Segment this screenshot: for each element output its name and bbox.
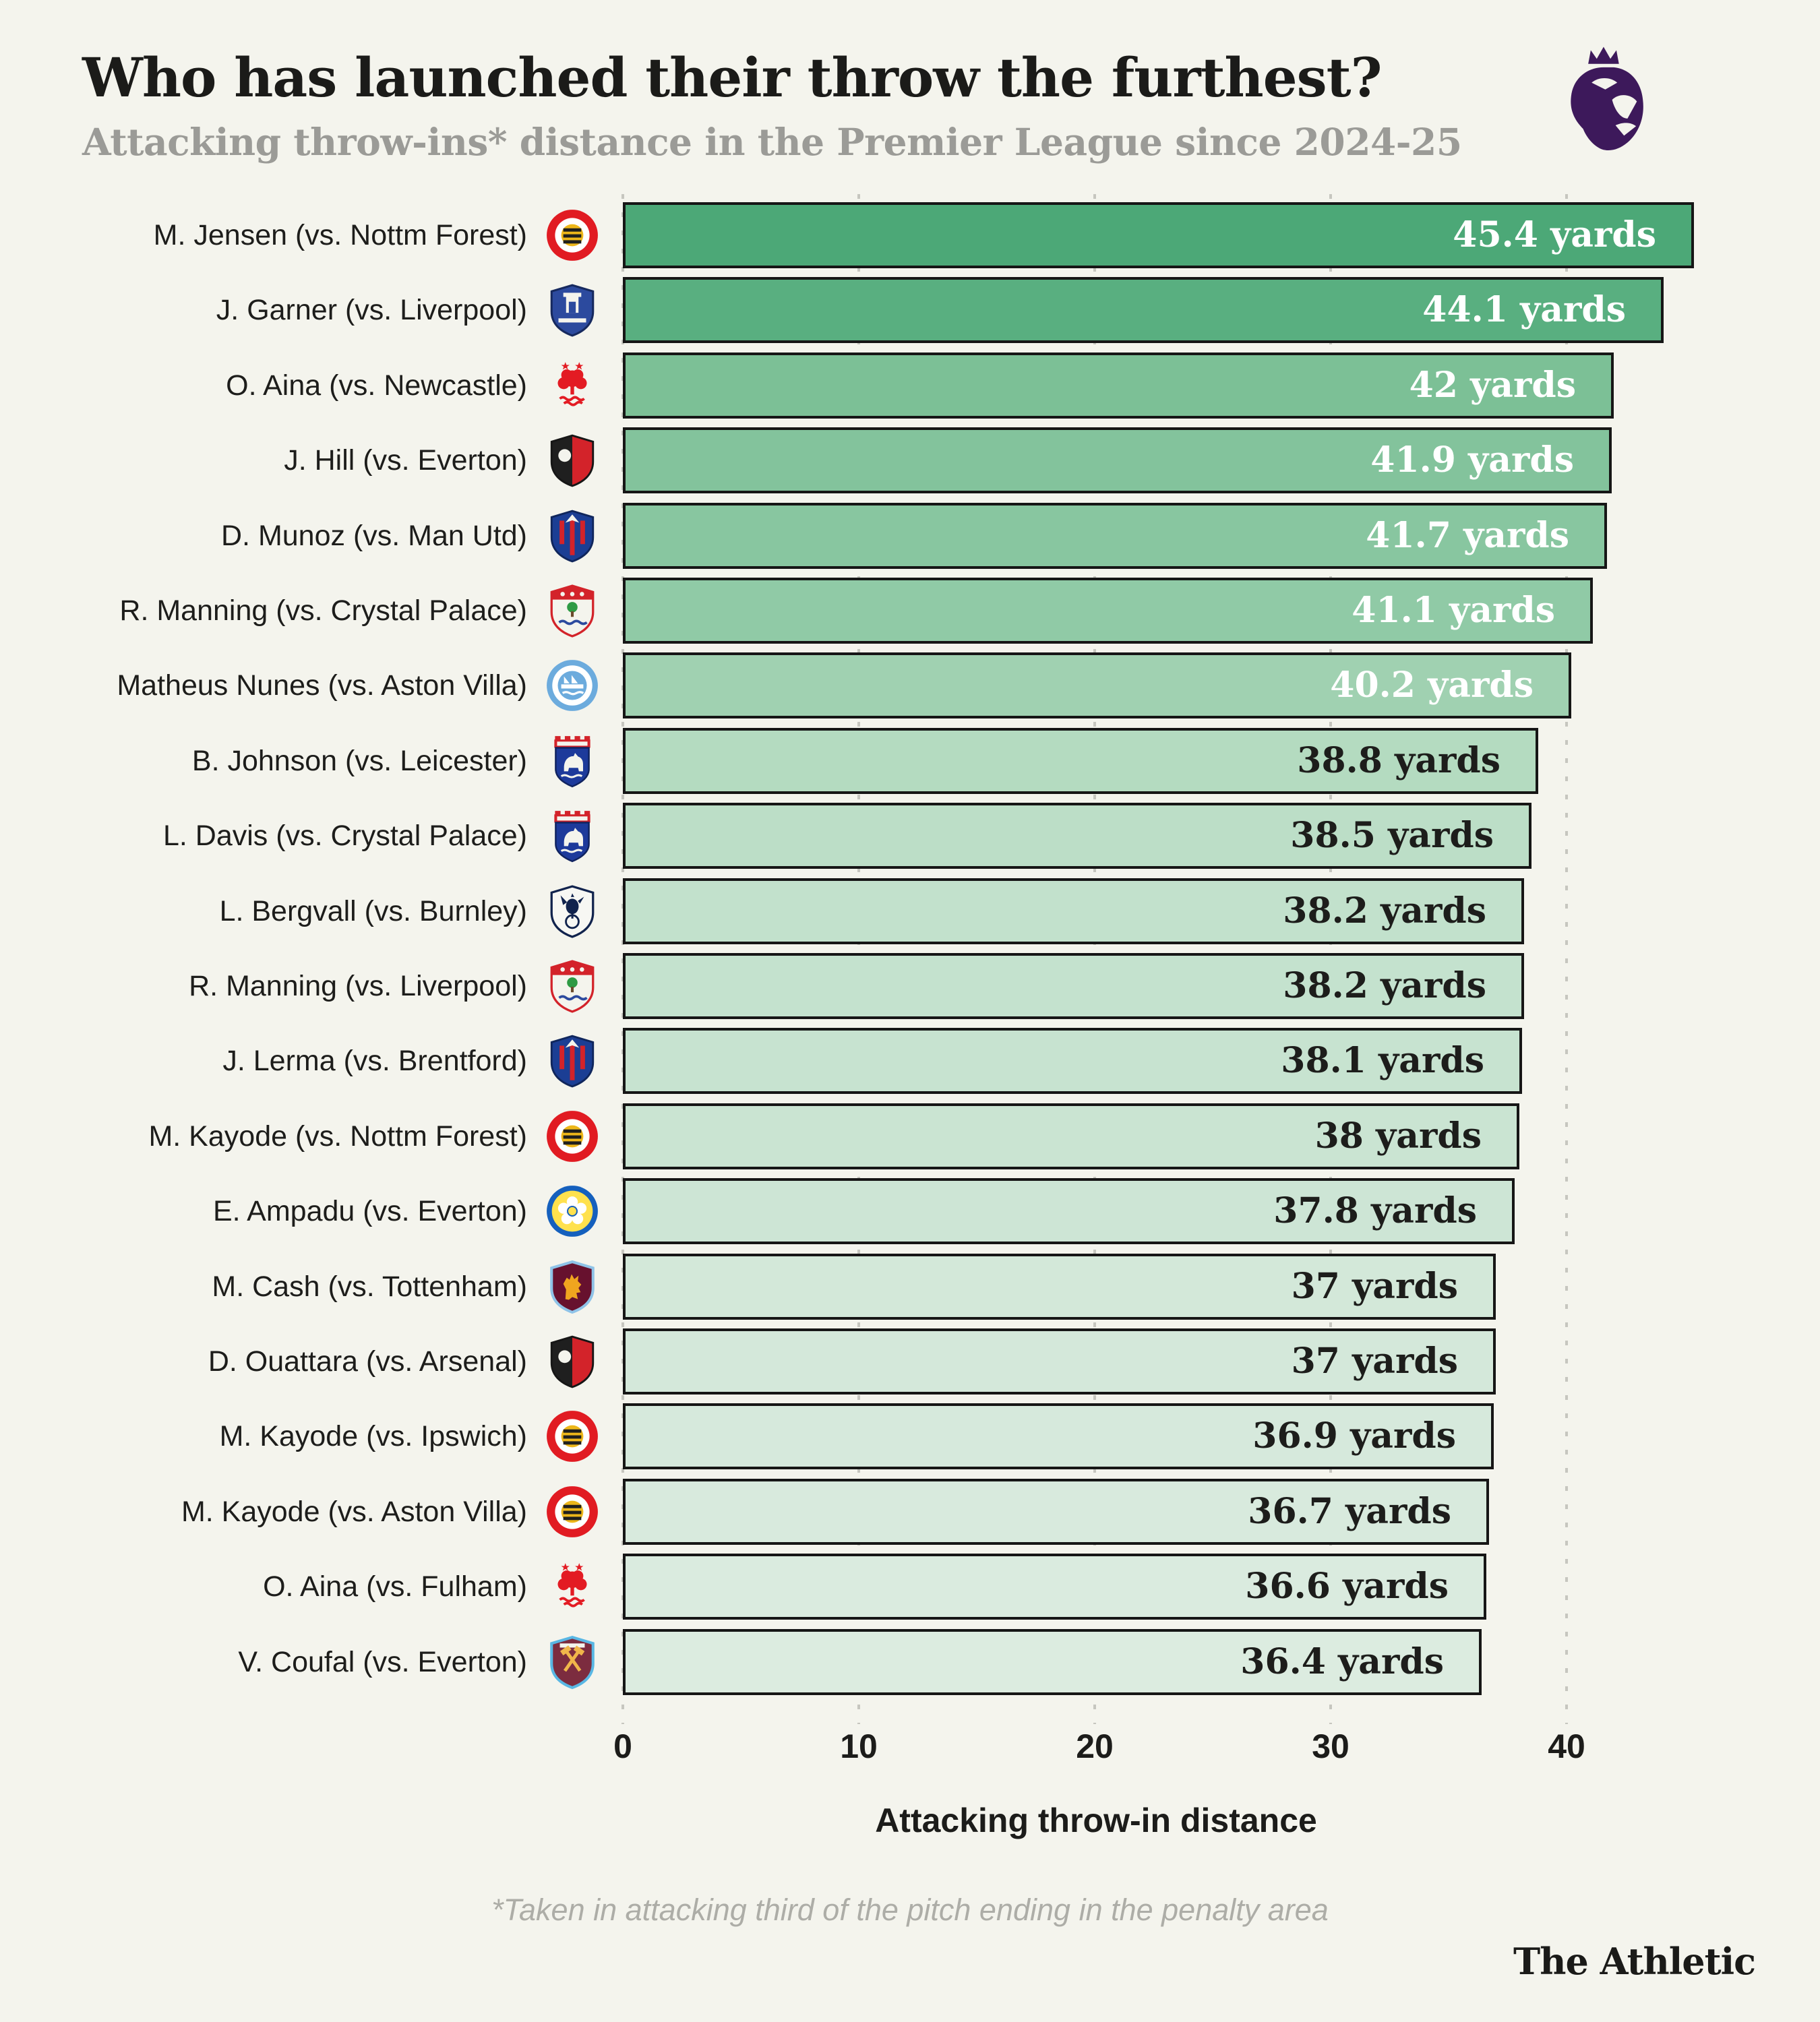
row-label: D. Ouattara (vs. Arsenal) (208, 1345, 527, 1378)
badge-bournemouth (550, 1335, 595, 1388)
bar-value-label: 36.7 yards (1248, 1491, 1451, 1532)
badge-ipswich (554, 736, 590, 788)
x-tick-label: 0 (613, 1727, 632, 1765)
premier-league-lion-icon (1571, 47, 1643, 151)
bar-value-label: 37.8 yards (1273, 1190, 1477, 1231)
row-label: M. Kayode (vs. Ipswich) (219, 1420, 527, 1452)
bar-row: 36.7 yards (623, 1479, 1489, 1545)
row-label: L. Davis (vs. Crystal Palace) (162, 820, 527, 852)
bar-row: 44.1 yards (623, 277, 1664, 343)
bar-row: 37.8 yards (623, 1178, 1515, 1244)
bar-value-label: 37 yards (1291, 1266, 1458, 1307)
bar-row: 40.2 yards (623, 652, 1571, 718)
bar-value-label: 37 yards (1291, 1341, 1458, 1382)
bar-row: 36.4 yards (623, 1629, 1482, 1695)
badge-brentford (547, 1411, 598, 1462)
bar-row: 38.2 yards (623, 953, 1524, 1019)
bar-value-label: 44.1 yards (1422, 289, 1626, 330)
bar-value-label: 38.8 yards (1297, 740, 1500, 781)
row-label: O. Aina (vs. Fulham) (263, 1570, 527, 1603)
x-tick-label: 10 (840, 1727, 878, 1765)
footnote: *Taken in attacking third of the pitch e… (491, 1893, 1329, 1927)
badge-nottm-forest (557, 362, 587, 406)
badge-leeds (547, 1186, 598, 1237)
badge-west-ham (550, 1635, 595, 1690)
row-label: Matheus Nunes (vs. Aston Villa) (117, 669, 527, 702)
bar-row: 36.9 yards (623, 1403, 1494, 1469)
x-tick-label: 30 (1312, 1727, 1349, 1765)
bar-value-label: 42 yards (1409, 365, 1576, 406)
bar-value-label: 45.4 yards (1453, 214, 1656, 255)
badge-southampton (550, 584, 595, 638)
row-label: J. Hill (vs. Everton) (284, 444, 527, 477)
x-tick-label: 40 (1548, 1727, 1585, 1765)
row-label: M. Cash (vs. Tottenham) (212, 1270, 527, 1303)
bar-value-label: 38.1 yards (1281, 1040, 1484, 1081)
brand-wordmark: The Athletic (1513, 1940, 1756, 1983)
badge-man-city (547, 660, 598, 711)
bar-row: 41.1 yards (623, 578, 1593, 644)
bar-value-label: 38 yards (1314, 1115, 1482, 1157)
bar-value-label: 36.6 yards (1245, 1566, 1449, 1607)
bar-value-label: 38.2 yards (1283, 890, 1486, 931)
row-label: D. Munoz (vs. Man Utd) (221, 520, 527, 552)
badge-southampton (550, 960, 595, 1013)
row-label: E. Ampadu (vs. Everton) (212, 1195, 527, 1227)
x-axis-label: Attacking throw-in distance (875, 1802, 1317, 1839)
bar-row: 37 yards (623, 1254, 1496, 1320)
bar-value-label: 38.5 yards (1290, 815, 1494, 856)
badge-bournemouth (550, 434, 595, 487)
row-label: J. Lerma (vs. Brentford) (222, 1045, 527, 1077)
bar-row: 41.7 yards (623, 503, 1607, 569)
gridline-40 (1565, 194, 1568, 1724)
bar-row: 36.6 yards (623, 1554, 1486, 1620)
x-tick-label: 20 (1076, 1727, 1114, 1765)
row-label: L. Bergvall (vs. Burnley) (219, 895, 527, 927)
badge-everton (550, 284, 595, 337)
badge-crystal-palace (550, 510, 595, 563)
row-label: M. Kayode (vs. Nottm Forest) (148, 1120, 527, 1153)
badge-tottenham (550, 885, 595, 938)
badge-ipswich (554, 811, 590, 863)
bar-value-label: 41.1 yards (1352, 590, 1555, 631)
bar-value-label: 36.9 yards (1252, 1415, 1456, 1457)
badge-brentford (547, 1111, 598, 1162)
bar-value-label: 41.9 yards (1370, 439, 1574, 481)
badge-aston-villa (550, 1260, 595, 1314)
bar-row: 38.2 yards (623, 878, 1524, 944)
bar-row: 45.4 yards (623, 202, 1694, 268)
row-label: R. Manning (vs. Crystal Palace) (119, 594, 527, 627)
bar-row: 38.5 yards (623, 803, 1531, 869)
bar-value-label: 38.2 yards (1283, 965, 1486, 1006)
page-title: Who has launched their throw the furthes… (82, 46, 1382, 109)
bar-row: 42 yards (623, 353, 1614, 419)
badge-brentford (547, 1486, 598, 1537)
badge-nottm-forest (557, 1563, 587, 1607)
bar-row: 41.9 yards (623, 427, 1612, 493)
row-label: O. Aina (vs. Newcastle) (226, 369, 527, 402)
row-label: J. Garner (vs. Liverpool) (216, 294, 527, 326)
bar-row: 38 yards (623, 1103, 1519, 1169)
page-subtitle: Attacking throw-ins* distance in the Pre… (82, 120, 1462, 164)
row-label: M. Kayode (vs. Aston Villa) (181, 1496, 527, 1528)
row-label: B. Johnson (vs. Leicester) (191, 745, 527, 777)
badge-brentford (547, 210, 598, 261)
bar-value-label: 40.2 yards (1330, 665, 1534, 706)
bar-row: 38.8 yards (623, 728, 1538, 794)
row-label: V. Coufal (vs. Everton) (238, 1646, 527, 1678)
bar-row: 38.1 yards (623, 1028, 1522, 1094)
bar-value-label: 36.4 yards (1240, 1641, 1444, 1682)
row-label: M. Jensen (vs. Nottm Forest) (153, 219, 527, 251)
bar-value-label: 41.7 yards (1366, 515, 1569, 556)
row-label: R. Manning (vs. Liverpool) (189, 970, 527, 1002)
badge-crystal-palace (550, 1035, 595, 1088)
bar-row: 37 yards (623, 1328, 1496, 1395)
